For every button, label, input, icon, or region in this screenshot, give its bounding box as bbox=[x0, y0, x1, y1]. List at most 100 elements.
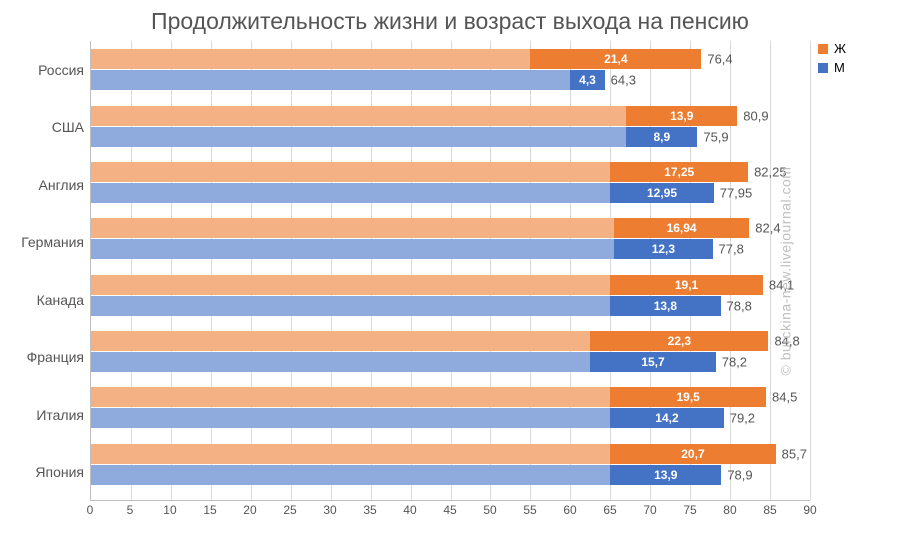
plot-area: 21,476,44,364,313,980,98,975,917,2582,25… bbox=[90, 41, 810, 501]
bar-segment-years-after-retirement: 8,9 bbox=[626, 127, 697, 147]
bar-row-female: 22,384,8 bbox=[91, 331, 810, 351]
bar-row-male: 14,2 79,2 bbox=[91, 408, 810, 428]
bar-value-gap: 22,3 bbox=[668, 334, 691, 348]
bar-value-total: 76,4 bbox=[701, 52, 732, 67]
x-tick-label: 60 bbox=[563, 503, 576, 517]
bar-value-gap: 15,7 bbox=[641, 355, 664, 369]
bar-segment-retirement-age bbox=[91, 387, 610, 407]
bar-segment-retirement-age bbox=[91, 275, 610, 295]
bar-segment-years-after-retirement: 4,3 bbox=[570, 70, 604, 90]
bar-segment-retirement-age bbox=[91, 183, 610, 203]
bar-segment-retirement-age bbox=[91, 127, 626, 147]
bar-value-gap: 13,9 bbox=[654, 468, 677, 482]
bar-value-gap: 13,9 bbox=[670, 109, 693, 123]
bar-segment-retirement-age bbox=[91, 331, 590, 351]
x-tick-label: 85 bbox=[763, 503, 776, 517]
bar-row-female: 20,7 85,7 bbox=[91, 444, 810, 464]
bar-segment-retirement-age bbox=[91, 239, 614, 259]
bar-value-total: 75,9 bbox=[697, 129, 728, 144]
x-tick-label: 0 bbox=[87, 503, 94, 517]
country-group: 13,9 80,9 8,975,9 bbox=[91, 105, 810, 155]
legend-label-female: Ж bbox=[834, 41, 846, 56]
x-tick-label: 65 bbox=[603, 503, 616, 517]
bar-segment-retirement-age bbox=[91, 49, 530, 69]
bar-segment-years-after-retirement: 15,7 bbox=[590, 352, 715, 372]
x-tick-label: 80 bbox=[723, 503, 736, 517]
x-tick-label: 40 bbox=[403, 503, 416, 517]
bar-row-female: 19,184,1 bbox=[91, 275, 810, 295]
bar-segment-years-after-retirement: 19,1 bbox=[610, 275, 763, 295]
bar-row-male: 4,3 64,3 bbox=[91, 70, 810, 90]
bar-row-female: 21,476,4 bbox=[91, 49, 810, 69]
country-label: Италия bbox=[10, 388, 84, 442]
bar-value-gap: 19,1 bbox=[675, 278, 698, 292]
bar-segment-retirement-age bbox=[91, 106, 626, 126]
bar-segment-retirement-age bbox=[91, 162, 610, 182]
bar-row-male: 8,975,9 bbox=[91, 127, 810, 147]
right-column: Ж М © burckina-new.livejournal.com bbox=[810, 41, 890, 501]
legend-item-male: М bbox=[818, 60, 846, 75]
watermark: © burckina-new.livejournal.com bbox=[778, 167, 794, 376]
bar-segment-retirement-age bbox=[91, 70, 570, 90]
legend-label-male: М bbox=[834, 60, 845, 75]
country-group: 19,584,5 14,2 79,2 bbox=[91, 386, 810, 436]
bar-value-total: 64,3 bbox=[605, 73, 636, 88]
bar-segment-retirement-age bbox=[91, 296, 610, 316]
bar-value-gap: 20,7 bbox=[681, 447, 704, 461]
y-axis-labels: РоссияСШААнглияГерманияКанадаФранцияИтал… bbox=[10, 41, 90, 501]
bar-value-total: 82,4 bbox=[749, 221, 780, 236]
bar-segment-retirement-age bbox=[91, 408, 610, 428]
bar-value-total: 85,7 bbox=[776, 446, 807, 461]
legend-swatch-female bbox=[818, 44, 828, 54]
bar-value-total: 80,9 bbox=[737, 108, 768, 123]
bar-value-total: 78,9 bbox=[721, 467, 752, 482]
x-tick-label: 70 bbox=[643, 503, 656, 517]
bar-row-male: 13,878,8 bbox=[91, 296, 810, 316]
bar-segment-years-after-retirement: 13,9 bbox=[610, 465, 721, 485]
bar-row-male: 12,9577,95 bbox=[91, 183, 810, 203]
bar-segment-years-after-retirement: 12,3 bbox=[614, 239, 712, 259]
bar-segment-years-after-retirement: 13,9 bbox=[626, 106, 737, 126]
country-label: США bbox=[10, 100, 84, 154]
bar-value-gap: 17,25 bbox=[664, 165, 694, 179]
bars-layer: 21,476,44,364,313,980,98,975,917,2582,25… bbox=[91, 41, 810, 500]
country-label: Россия bbox=[10, 43, 84, 97]
bar-row-female: 16,94 82,4 bbox=[91, 218, 810, 238]
bar-value-gap: 14,2 bbox=[655, 411, 678, 425]
country-group: 21,476,4 4,3 64,3 bbox=[91, 48, 810, 98]
bar-row-male: 13,9 78,9 bbox=[91, 465, 810, 485]
bar-row-male: 15,7 78,2 bbox=[91, 352, 810, 372]
bar-value-gap: 4,3 bbox=[579, 73, 596, 87]
bar-segment-years-after-retirement: 14,2 bbox=[610, 408, 723, 428]
country-label: Канада bbox=[10, 273, 84, 327]
x-axis: 051015202530354045505560657075808590 bbox=[90, 501, 810, 519]
country-label: Англия bbox=[10, 158, 84, 212]
bar-row-male: 12,377,8 bbox=[91, 239, 810, 259]
x-tick-label: 50 bbox=[483, 503, 496, 517]
legend-item-female: Ж bbox=[818, 41, 846, 56]
x-tick-label: 15 bbox=[203, 503, 216, 517]
country-group: 22,384,8 15,7 78,2 bbox=[91, 330, 810, 380]
bar-segment-retirement-age bbox=[91, 444, 610, 464]
x-tick-label: 5 bbox=[127, 503, 134, 517]
bar-value-gap: 16,94 bbox=[667, 221, 697, 235]
x-tick-label: 30 bbox=[323, 503, 336, 517]
plot-wrapper: РоссияСШААнглияГерманияКанадаФранцияИтал… bbox=[10, 41, 890, 501]
x-tick-label: 10 bbox=[163, 503, 176, 517]
legend-swatch-male bbox=[818, 63, 828, 73]
bar-segment-retirement-age bbox=[91, 352, 590, 372]
bar-value-total: 79,2 bbox=[724, 411, 755, 426]
bar-value-gap: 19,5 bbox=[676, 390, 699, 404]
bar-segment-years-after-retirement: 19,5 bbox=[610, 387, 766, 407]
x-tick-label: 55 bbox=[523, 503, 536, 517]
bar-row-female: 19,584,5 bbox=[91, 387, 810, 407]
bar-value-total: 78,2 bbox=[716, 355, 747, 370]
x-tick-label: 20 bbox=[243, 503, 256, 517]
bar-segment-years-after-retirement: 20,7 bbox=[610, 444, 775, 464]
bar-segment-retirement-age bbox=[91, 218, 614, 238]
country-group: 16,94 82,4 12,377,8 bbox=[91, 217, 810, 267]
x-tick-label: 75 bbox=[683, 503, 696, 517]
bar-segment-years-after-retirement: 13,8 bbox=[610, 296, 720, 316]
bar-segment-years-after-retirement: 17,25 bbox=[610, 162, 748, 182]
country-label: Япония bbox=[10, 445, 84, 499]
